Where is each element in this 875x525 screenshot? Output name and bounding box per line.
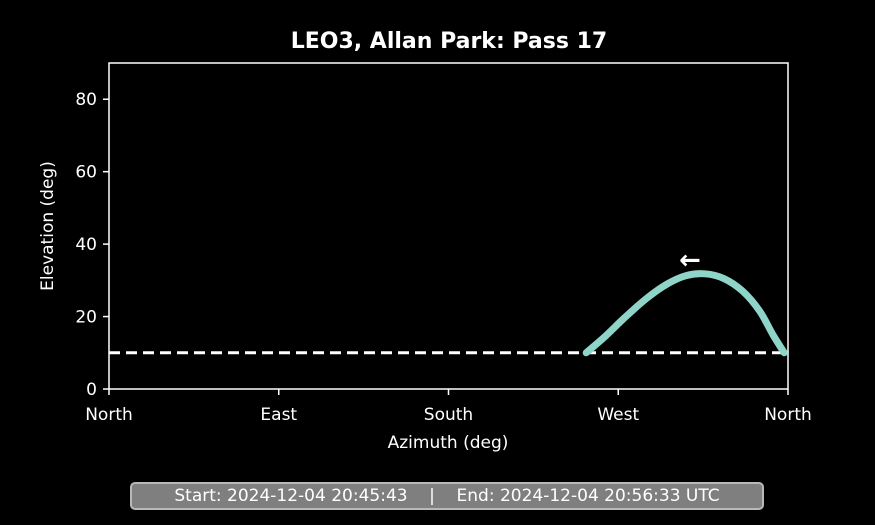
pass-track-line xyxy=(582,270,788,357)
y-tick-label: 20 xyxy=(75,308,97,328)
x-axis-ticks: North East South West North xyxy=(85,389,812,425)
direction-arrow-group: ← xyxy=(679,245,701,275)
series-group xyxy=(582,270,788,357)
x-tick-label: West xyxy=(597,405,639,425)
x-tick-label: North xyxy=(764,405,812,425)
y-axis-label: Elevation (deg) xyxy=(38,161,58,291)
plot-area xyxy=(108,62,789,390)
x-tick-label: East xyxy=(260,405,297,425)
y-tick-label: 80 xyxy=(75,90,97,110)
x-tick-label: South xyxy=(424,405,473,425)
chart-title: LEO3, Allan Park: Pass 17 xyxy=(291,29,608,54)
y-axis-ticks: 0 20 40 60 80 xyxy=(75,90,109,400)
y-tick-label: 0 xyxy=(86,380,97,400)
x-axis-label: Azimuth (deg) xyxy=(388,433,509,453)
y-tick-label: 40 xyxy=(75,235,97,255)
pass-time-footer: Start: 2024-12-04 20:45:43 | End: 2024-1… xyxy=(130,482,764,510)
y-tick-label: 60 xyxy=(75,163,97,183)
x-tick-label: North xyxy=(85,405,133,425)
pass-time-text: Start: 2024-12-04 20:45:43 | End: 2024-1… xyxy=(174,486,720,506)
direction-arrow: ← xyxy=(679,245,701,275)
